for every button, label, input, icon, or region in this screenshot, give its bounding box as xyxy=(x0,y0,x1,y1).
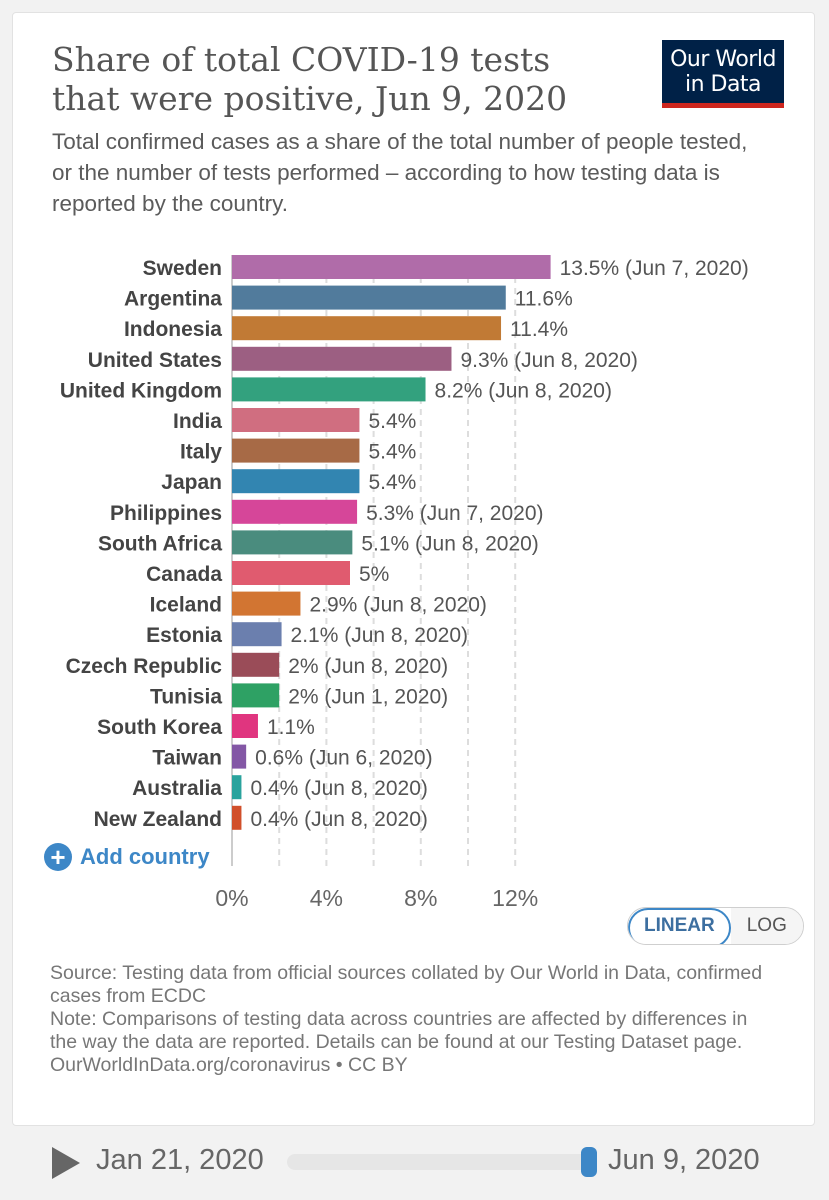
linear-scale-button[interactable]: LINEAR xyxy=(628,908,731,944)
category-label: United States xyxy=(88,349,222,372)
data-label: 5.1% (Jun 8, 2020) xyxy=(361,532,538,555)
bar xyxy=(232,744,247,769)
add-country-label: Add country xyxy=(80,844,210,869)
bar xyxy=(232,469,360,494)
bar xyxy=(232,285,506,310)
data-label: 8.2% (Jun 8, 2020) xyxy=(435,379,612,402)
bar-chart: 0% 4% 8% 12% Sweden 13.5% (Jun 7, 2020) Argent… xyxy=(60,255,749,911)
bar xyxy=(232,346,452,371)
data-label: 0.4% (Jun 8, 2020) xyxy=(250,777,427,800)
note-text: Note: Comparisons of testing data across… xyxy=(50,1008,748,1053)
data-label: 5.4% xyxy=(368,441,416,464)
data-label: 11.6% xyxy=(515,288,573,311)
log-scale-button[interactable]: LOG xyxy=(730,908,803,944)
data-label: 5.3% (Jun 7, 2020) xyxy=(366,502,543,525)
data-label: 13.5% (Jun 7, 2020) xyxy=(560,257,749,280)
x-tick-label: 8% xyxy=(404,885,437,911)
owid-logo[interactable]: Our World in Data xyxy=(662,40,784,108)
category-label: Tunisia xyxy=(150,685,222,708)
bar xyxy=(232,316,502,341)
bar xyxy=(232,652,280,677)
scale-toggle: LINEAR LOG xyxy=(627,907,804,945)
category-label: Indonesia xyxy=(124,318,222,341)
timeline-slider-handle[interactable] xyxy=(581,1147,597,1177)
bar xyxy=(232,714,258,738)
category-label: Estonia xyxy=(146,624,222,647)
x-tick-label: 4% xyxy=(310,885,343,911)
bar xyxy=(232,775,242,800)
data-label: 5.4% xyxy=(368,471,416,494)
bar xyxy=(232,530,353,555)
bar xyxy=(232,408,360,432)
data-label: 2% (Jun 1, 2020) xyxy=(288,685,448,708)
data-label: 9.3% (Jun 8, 2020) xyxy=(460,349,637,372)
bar xyxy=(232,561,350,585)
logo-line-2: in Data xyxy=(684,72,762,97)
data-label: 2% (Jun 8, 2020) xyxy=(288,655,448,678)
bar xyxy=(232,499,358,524)
category-label: Iceland xyxy=(150,594,222,617)
timeline-slider-track[interactable] xyxy=(287,1154,592,1170)
x-tick-label: 12% xyxy=(492,885,538,911)
add-country-button[interactable]: + Add country xyxy=(44,841,210,873)
data-label: 0.6% (Jun 6, 2020) xyxy=(255,747,432,770)
data-label: 5% xyxy=(359,563,389,586)
bar xyxy=(232,683,280,708)
bar xyxy=(232,377,426,402)
source-text: Source: Testing data from official sourc… xyxy=(50,962,763,1007)
timeline: Jan 21, 2020 Jun 9, 2020 xyxy=(0,1132,829,1200)
chart-footer: Source: Testing data from official sourc… xyxy=(50,962,770,1077)
category-label: Argentina xyxy=(124,288,222,311)
x-tick-label: 0% xyxy=(215,885,248,911)
bar xyxy=(232,805,242,830)
data-label: 5.4% xyxy=(368,410,416,433)
bar xyxy=(232,591,301,616)
data-label: 11.4% xyxy=(510,318,568,341)
bar xyxy=(232,622,282,647)
category-label: Australia xyxy=(132,777,222,800)
bar xyxy=(232,255,551,279)
category-label: United Kingdom xyxy=(60,379,222,402)
logo-line-1: Our World xyxy=(670,47,776,72)
timeline-end-date: Jun 9, 2020 xyxy=(608,1144,760,1176)
category-label: Italy xyxy=(180,441,222,464)
bar xyxy=(232,438,360,463)
category-label: Taiwan xyxy=(152,747,222,770)
category-label: South Korea xyxy=(97,716,222,739)
category-label: Japan xyxy=(161,471,222,494)
category-label: Sweden xyxy=(143,257,222,280)
category-label: Philippines xyxy=(110,502,222,525)
credit-link[interactable]: OurWorldInData.org/coronavirus • CC BY xyxy=(50,1054,408,1076)
play-icon[interactable] xyxy=(52,1147,80,1179)
plus-circle-icon: + xyxy=(44,843,72,871)
data-label: 0.4% (Jun 8, 2020) xyxy=(250,808,427,831)
data-label: 2.1% (Jun 8, 2020) xyxy=(291,624,468,647)
timeline-start-date: Jan 21, 2020 xyxy=(96,1144,264,1176)
chart-subtitle: Total confirmed cases as a share of the … xyxy=(52,129,748,216)
category-label: New Zealand xyxy=(94,808,222,831)
category-label: South Africa xyxy=(98,532,222,555)
category-label: India xyxy=(173,410,222,433)
chart-title: Share of total COVID-19 tests that were … xyxy=(52,40,568,118)
category-label: Czech Republic xyxy=(66,655,223,678)
data-label: 2.9% (Jun 8, 2020) xyxy=(309,594,486,617)
data-label: 1.1% xyxy=(267,716,315,739)
category-label: Canada xyxy=(146,563,222,586)
